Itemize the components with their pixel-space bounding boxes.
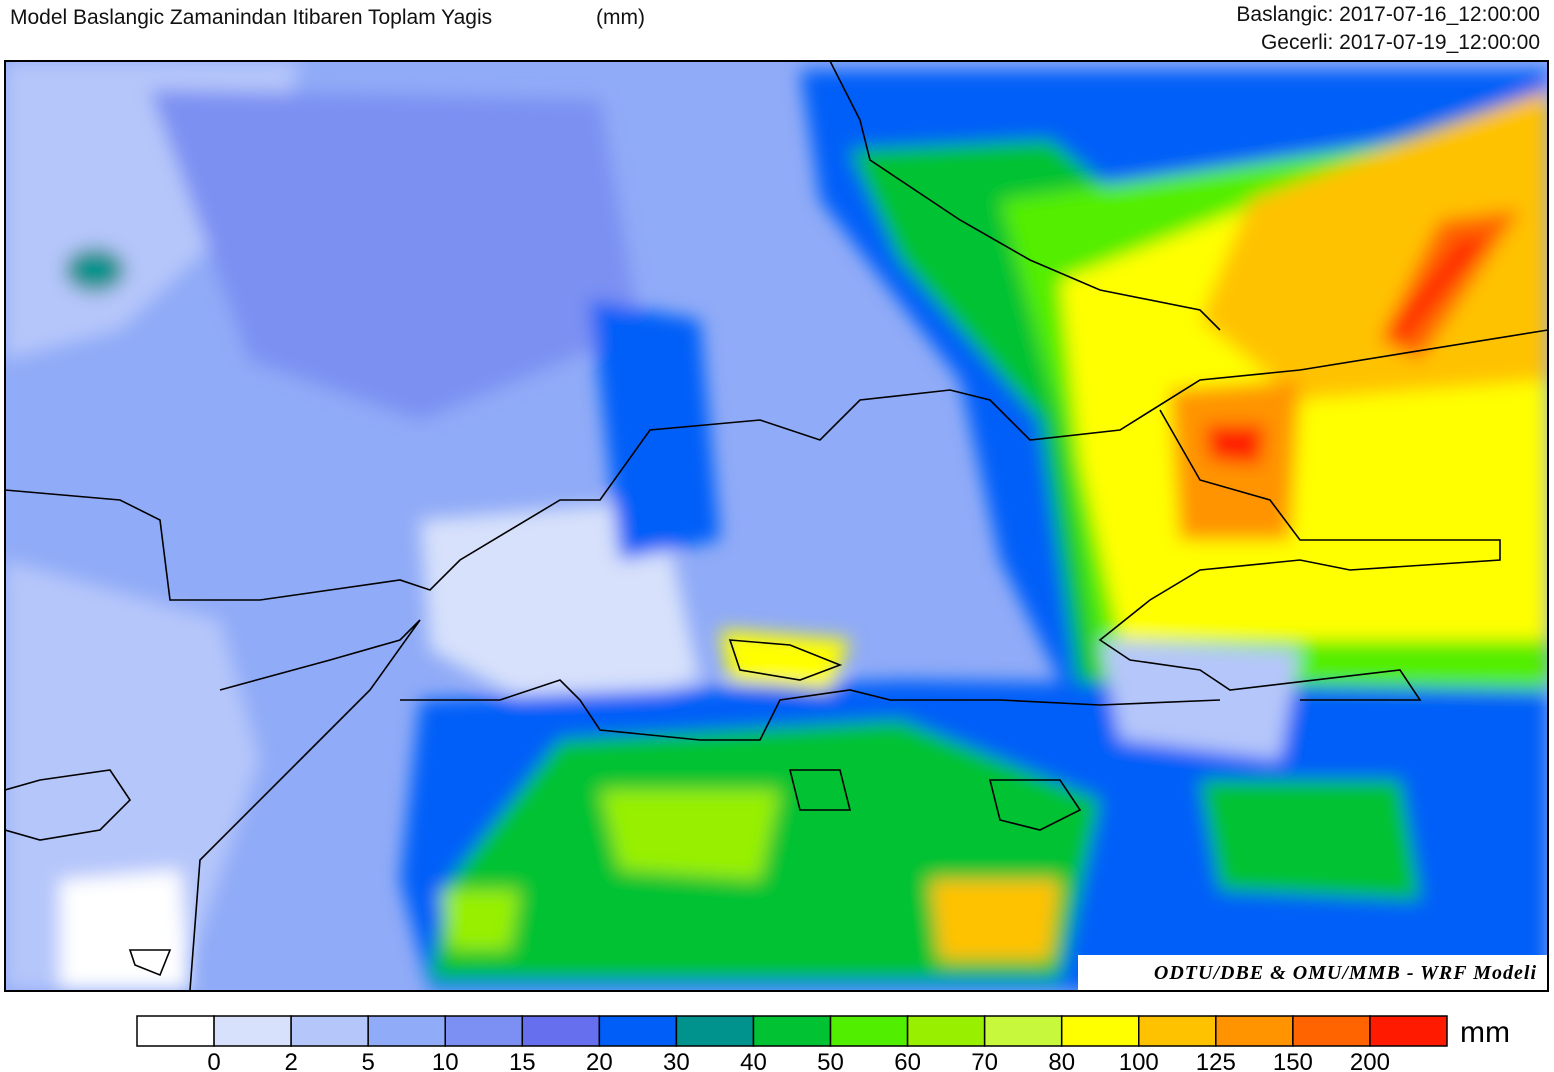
map-title: Model Baslangic Zamanindan Itibaren Topl… [10, 6, 493, 29]
precip-field [5, 61, 1548, 991]
legend-swatch [983, 1015, 1063, 1047]
legend-level: 0 [207, 1049, 220, 1072]
legend-level: 40 [740, 1049, 767, 1072]
legend-swatch [675, 1015, 755, 1047]
legend-swatch [367, 1015, 446, 1047]
title-unit: (mm) [596, 6, 645, 29]
coastlines [5, 61, 1548, 991]
start-time: Baslangic: 2017-07-16_12:00:00 [1236, 3, 1540, 26]
legend-swatch [290, 1015, 369, 1047]
legend-level: 60 [894, 1049, 921, 1072]
legend-level: 20 [586, 1049, 613, 1072]
color-legend: 0 2 5 10 15 20 30 40 50 60 70 80 100 125 150 200 [136, 1015, 1448, 1072]
legend-level: 125 [1196, 1049, 1236, 1072]
legend-swatch [1138, 1015, 1217, 1047]
legend-swatch [1369, 1015, 1448, 1047]
legend-level: 30 [663, 1049, 690, 1072]
legend-swatch [136, 1015, 215, 1047]
legend-level: 70 [971, 1049, 998, 1072]
legend-level: 10 [432, 1049, 459, 1072]
valid-time: Gecerli: 2017-07-19_12:00:00 [1260, 31, 1540, 54]
legend-level: 2 [284, 1049, 297, 1072]
legend-swatch [521, 1015, 601, 1047]
legend-level: 100 [1119, 1049, 1159, 1072]
legend-level: 150 [1273, 1049, 1313, 1072]
legend-level: 5 [361, 1049, 374, 1072]
legend-swatch [1060, 1015, 1140, 1047]
legend-swatch [829, 1015, 909, 1047]
legend-swatch [1215, 1015, 1294, 1047]
map-frame [4, 60, 1549, 992]
legend-swatch [906, 1015, 986, 1047]
legend-swatch [444, 1015, 524, 1047]
legend-level: 15 [509, 1049, 536, 1072]
legend-level: 80 [1048, 1049, 1075, 1072]
credit: ODTU/DBE & OMU/MMB - WRF Modeli [1154, 962, 1537, 984]
legend-swatch [752, 1015, 832, 1047]
legend-level: 200 [1350, 1049, 1390, 1072]
legend-unit: mm [1460, 1016, 1510, 1049]
legend-swatch [213, 1015, 292, 1047]
credit-box [1078, 955, 1548, 991]
legend-swatch [598, 1015, 678, 1047]
legend-level: 50 [817, 1049, 844, 1072]
legend-swatch [1292, 1015, 1371, 1047]
